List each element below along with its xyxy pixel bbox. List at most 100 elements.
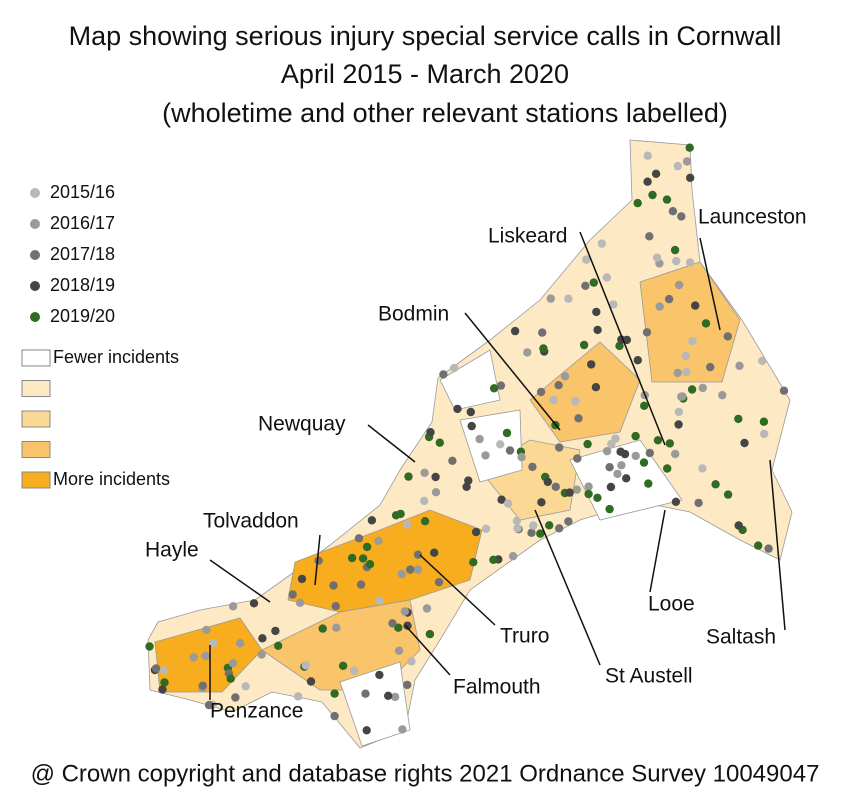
incident-dot xyxy=(549,395,558,405)
incident-dot xyxy=(228,602,238,611)
incident-dot xyxy=(779,386,789,395)
incident-dot xyxy=(338,661,348,670)
leader-line xyxy=(649,509,666,593)
incident-dot xyxy=(430,548,439,557)
leader-line xyxy=(464,312,561,431)
incident-dot xyxy=(574,414,583,423)
incident-dot xyxy=(662,195,672,204)
incident-dot xyxy=(198,681,207,690)
incident-dot xyxy=(390,692,400,702)
legend-label: 2018/19 xyxy=(50,275,115,295)
incident-dot xyxy=(375,670,384,680)
incident-dot xyxy=(365,560,375,569)
incident-dot xyxy=(503,499,513,508)
incident-dot xyxy=(407,657,416,666)
legend-label: 2016/17 xyxy=(50,213,115,233)
legend-label: 2019/20 xyxy=(50,306,115,326)
incident-dot xyxy=(231,693,240,702)
incident-dot xyxy=(295,598,305,607)
leader-line xyxy=(314,534,321,586)
incident-dot xyxy=(555,524,564,533)
incident-dot xyxy=(673,161,682,171)
incident-dot xyxy=(431,472,440,482)
incident-dot xyxy=(388,619,397,628)
incident-dot xyxy=(593,325,602,335)
incident-dot xyxy=(201,651,210,661)
incident-dot xyxy=(682,367,691,377)
incident-dot xyxy=(235,639,245,648)
station-label: St Austell xyxy=(605,665,693,688)
incident-dot xyxy=(202,625,211,635)
incident-dot xyxy=(497,495,506,504)
incident-dot xyxy=(466,407,475,417)
incident-dot xyxy=(554,381,563,390)
incident-dot xyxy=(643,151,652,160)
incident-dot xyxy=(420,496,429,506)
legend-label: 2017/18 xyxy=(50,244,115,264)
incident-dot xyxy=(413,550,423,559)
incident-dot xyxy=(331,602,340,611)
incident-dot xyxy=(555,443,564,452)
incident-dot xyxy=(671,497,681,506)
station-label: Looe xyxy=(648,593,695,616)
incident-dot xyxy=(711,480,720,489)
leader-line xyxy=(209,559,271,603)
incident-dot xyxy=(257,650,266,659)
incident-dot xyxy=(611,434,620,443)
incident-dot xyxy=(640,401,649,410)
incident-dot xyxy=(539,344,548,353)
incident-dot xyxy=(671,449,680,459)
district xyxy=(339,661,411,747)
incident-dot xyxy=(758,356,767,365)
incident-dot xyxy=(551,482,560,491)
incident-dot xyxy=(475,434,484,444)
incident-dot xyxy=(422,604,432,613)
incident-dot xyxy=(330,711,339,721)
incident-dot xyxy=(160,678,169,687)
incident-dot xyxy=(698,464,707,473)
incident-dot xyxy=(591,383,601,392)
incident-dot xyxy=(620,449,630,459)
legend-label: Fewer incidents xyxy=(53,347,179,367)
incident-dot xyxy=(723,490,733,499)
incident-dot xyxy=(354,534,364,543)
incident-dot xyxy=(394,623,403,632)
incident-dot xyxy=(564,294,573,303)
incident-dot xyxy=(226,674,235,683)
incident-dot xyxy=(189,653,198,662)
incident-dot xyxy=(489,384,499,393)
incident-dot xyxy=(678,392,687,401)
incident-dot xyxy=(241,682,250,691)
incident-dot xyxy=(403,621,412,630)
leader-line xyxy=(579,231,666,446)
incident-dot xyxy=(543,477,552,487)
legend-label: 2015/16 xyxy=(50,182,115,202)
legend-dot xyxy=(30,281,40,291)
leader-line xyxy=(404,624,451,676)
incident-dot xyxy=(665,439,674,448)
incident-dot xyxy=(631,451,640,461)
incident-dot xyxy=(293,692,303,701)
legend: 2015/16 2016/17 2017/18 2018/19 2019/20 Fewer… xyxy=(21,182,179,489)
incident-dot xyxy=(682,157,692,166)
subtitle: April 2015 - March 2020 xyxy=(281,59,569,89)
incident-dot xyxy=(431,488,441,497)
incident-dot xyxy=(228,659,238,668)
incident-dot xyxy=(691,301,700,310)
incident-dot xyxy=(681,351,691,361)
incident-dot xyxy=(617,461,626,470)
incident-dot xyxy=(403,680,412,690)
legend-swatch xyxy=(21,471,51,489)
incident-dot xyxy=(517,452,526,462)
incident-dot xyxy=(537,498,546,507)
incident-dot xyxy=(435,438,444,447)
incident-dot xyxy=(613,469,622,479)
incident-dot xyxy=(481,524,491,533)
incident-dot xyxy=(362,542,372,552)
district xyxy=(529,341,641,443)
incident-dot xyxy=(347,553,357,563)
incident-dot xyxy=(583,439,592,449)
incident-dot xyxy=(694,498,703,508)
incident-dot xyxy=(602,447,612,456)
incident-dot xyxy=(510,326,520,336)
